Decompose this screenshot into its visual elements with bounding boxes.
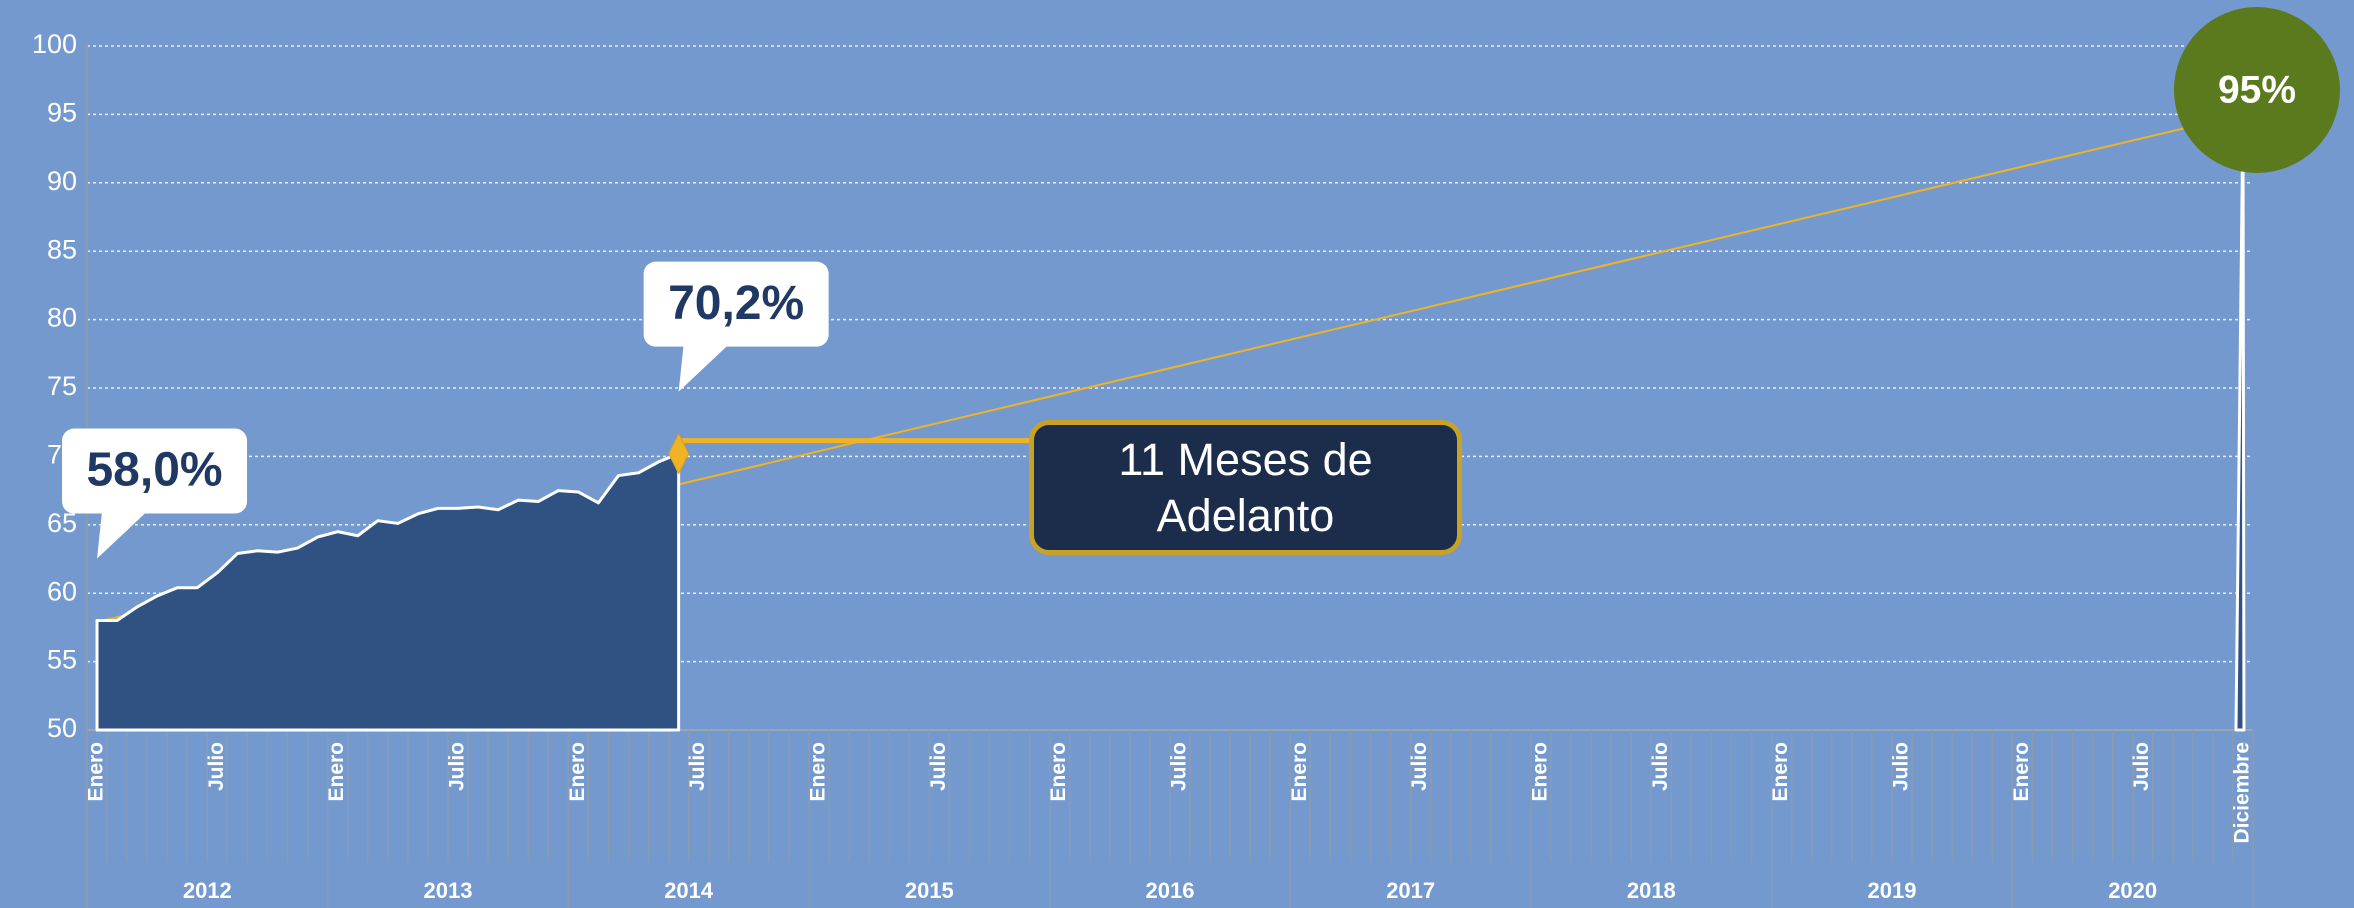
year-label: 2014 — [664, 878, 714, 903]
callout-pointer — [678, 344, 729, 392]
y-tick-label: 95 — [47, 98, 77, 128]
y-tick-label: 50 — [47, 713, 77, 743]
x-tick-label: Enero — [1769, 742, 1792, 802]
x-tick-label: Enero — [1288, 742, 1311, 802]
x-tick-label: Julio — [205, 742, 228, 791]
x-tick-label: Enero — [566, 742, 589, 802]
x-tick-label: Julio — [1649, 742, 1672, 791]
x-tick-label: Enero — [2010, 742, 2033, 802]
x-tick-label: Diciembre — [2231, 742, 2254, 844]
x-tick-label: Julio — [686, 742, 709, 791]
y-tick-label: 55 — [47, 645, 77, 675]
x-tick-label: Julio — [927, 742, 950, 791]
x-tick-label: Enero — [807, 742, 830, 802]
area — [95, 452, 681, 732]
y-tick-label: 85 — [47, 234, 77, 264]
x-tick-label: Enero — [325, 742, 348, 802]
y-tick-label: 90 — [47, 166, 77, 196]
annotation: 11 Meses de Adelanto — [1029, 420, 1462, 555]
year-label: 2015 — [905, 878, 954, 903]
year-label: 2016 — [1146, 878, 1195, 903]
x-tick-label: Julio — [446, 742, 469, 791]
callout-box — [62, 428, 248, 514]
x-tick-label: Enero — [85, 742, 108, 802]
value-bubble — [2173, 7, 2340, 173]
year-label: 2020 — [2108, 878, 2157, 903]
area — [2234, 112, 2246, 732]
x-tick-label: Julio — [1890, 742, 1913, 791]
x-tick-label: Julio — [2130, 742, 2153, 791]
year-label: 2012 — [183, 878, 232, 903]
year-label: 2017 — [1386, 878, 1435, 903]
x-tick-label: Julio — [1408, 742, 1431, 791]
y-tick-label: 80 — [47, 303, 77, 333]
x-tick-label: Enero — [1529, 742, 1552, 802]
year-label: 2018 — [1627, 878, 1676, 903]
year-label: 2013 — [424, 878, 473, 903]
value-label: 58,0% — [86, 444, 222, 497]
y-tick-label: 75 — [47, 371, 77, 401]
value-label: 70,2% — [668, 277, 804, 330]
callout-box — [643, 261, 829, 347]
x-tick-label: Julio — [1168, 742, 1191, 791]
y-tick-label: 60 — [47, 576, 77, 606]
y-tick-label: 100 — [32, 29, 77, 59]
value-label: 95% — [2218, 68, 2296, 111]
year-label: 2019 — [1868, 878, 1917, 903]
diamond-marker — [668, 432, 690, 475]
x-tick-label: Enero — [1047, 742, 1070, 802]
callout-pointer — [97, 511, 148, 559]
